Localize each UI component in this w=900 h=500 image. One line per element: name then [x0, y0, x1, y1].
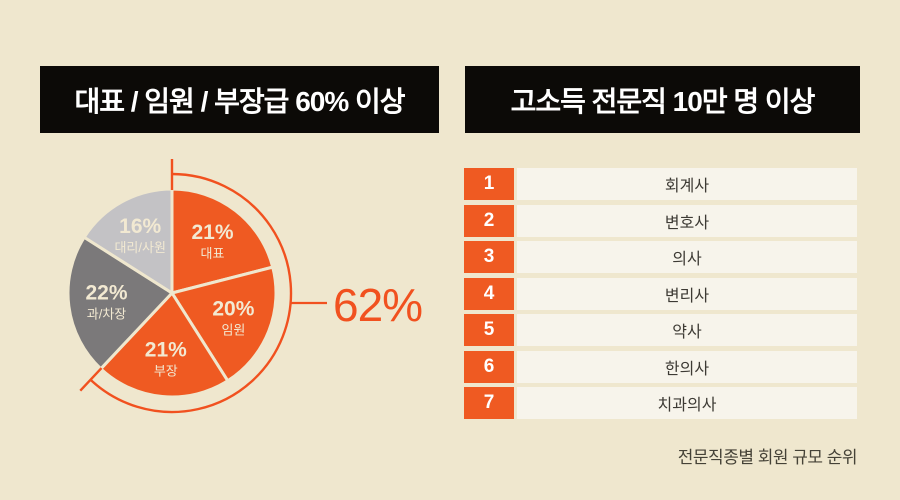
ranking-row: 6 한의사 [464, 350, 857, 383]
pie-slice-percent: 20% [212, 297, 254, 320]
rank-badge: 2 [464, 204, 514, 237]
ranking-row: 4 변리사 [464, 277, 857, 310]
pie-slice-label-1: 21% 대표 [191, 221, 233, 261]
ranking-row: 3 의사 [464, 241, 857, 273]
rank-badge: 5 [464, 314, 514, 346]
rank-label: 치과의사 [517, 387, 857, 419]
pie-slice-1 [170, 187, 275, 295]
pie-slice-percent: 21% [145, 339, 187, 362]
pie-slice-2 [170, 265, 278, 383]
left-panel-header-text: 대표 / 임원 / 부장급 60% 이상 [74, 85, 405, 117]
right-panel-header-text: 고소득 전문직 10만 명 이상 [510, 85, 816, 117]
callout-arc [89, 172, 293, 414]
pie-slice-label-5: 16% 대리/사원 [114, 215, 165, 255]
ranking-row: 1 회계사 [464, 168, 857, 200]
pie-slice-label-3: 21% 부장 [145, 339, 187, 379]
rank-badge: 3 [464, 241, 514, 273]
rank-label: 약사 [517, 314, 857, 346]
pie-slice-3 [99, 291, 230, 399]
pie-slice-label-4: 22% 과/차장 [85, 281, 127, 321]
ranking-row: 7 치과의사 [464, 387, 857, 419]
pie-slice-name: 부장 [154, 364, 178, 379]
ranking-caption: 전문직종별 회원 규모 순위 [677, 448, 858, 467]
rank-label: 의사 [517, 241, 857, 273]
pie-slice-name: 대표 [201, 246, 225, 261]
pie-chart: 21% 대표 20% 임원 21% 부장 22% 과/차장 16% 대리/사원 62% [66, 159, 423, 414]
pie-slice-name: 임원 [221, 322, 245, 337]
pie-slice-percent: 16% [119, 215, 161, 238]
pie-slice-percent: 21% [191, 221, 233, 244]
pie-slice-percent: 22% [85, 281, 127, 304]
pie-slice-5 [82, 187, 174, 295]
ranking-row: 2 변호사 [464, 204, 857, 237]
pie-slice-name: 과/차장 [87, 306, 127, 321]
rank-badge: 7 [464, 387, 514, 419]
rank-label: 변호사 [517, 204, 857, 237]
ranking-list: 1 회계사 2 변호사 3 의사 4 변리사 5 약사 6 한의사 7 치과의사 [464, 168, 857, 419]
right-panel-header: 고소득 전문직 10만 명 이상 [465, 66, 860, 133]
callout-percentage-label: 62% [333, 279, 422, 331]
rank-label: 한의사 [517, 350, 857, 383]
pie-slice-4 [66, 235, 174, 371]
ranking-row: 5 약사 [464, 314, 857, 346]
rank-label: 변리사 [517, 277, 857, 310]
callout-tick-end [79, 367, 103, 392]
rank-badge: 4 [464, 277, 514, 310]
rank-label: 회계사 [517, 168, 857, 200]
left-panel-header: 대표 / 임원 / 부장급 60% 이상 [40, 66, 439, 133]
pie-slice-label-2: 20% 임원 [212, 297, 254, 337]
rank-badge: 6 [464, 350, 514, 383]
pie-slice-name: 대리/사원 [114, 240, 165, 255]
rank-badge: 1 [464, 168, 514, 200]
